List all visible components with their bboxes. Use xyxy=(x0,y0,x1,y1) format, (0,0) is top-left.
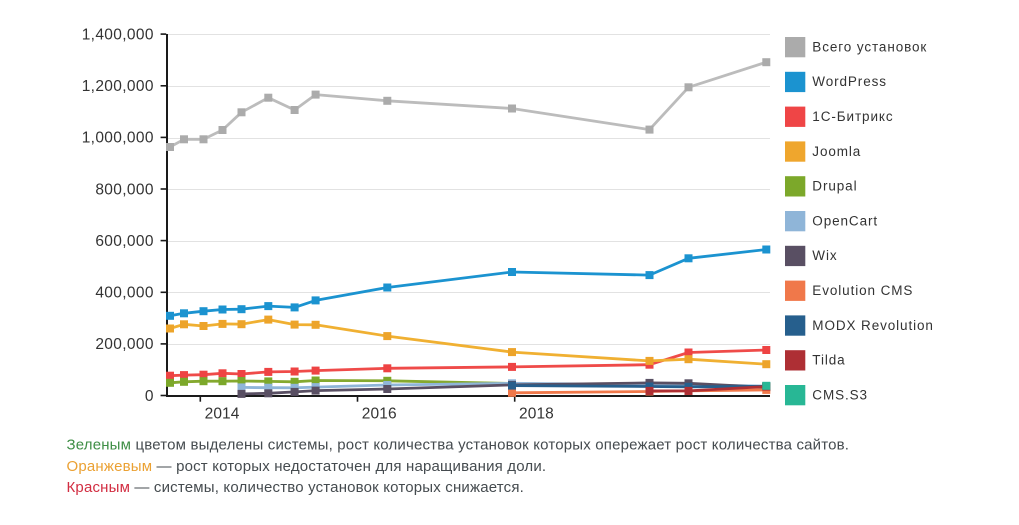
svg-text:Красным — системы, количество: Красным — системы, количество установок … xyxy=(67,479,524,496)
svg-text:WordPress: WordPress xyxy=(812,74,887,89)
svg-text:Drupal: Drupal xyxy=(812,179,857,194)
svg-text:MODX Revolution: MODX Revolution xyxy=(812,318,934,333)
svg-text:OpenCart: OpenCart xyxy=(812,213,878,228)
svg-text:Wix: Wix xyxy=(812,248,837,263)
svg-text:CMS.S3: CMS.S3 xyxy=(812,387,868,402)
svg-text:Tilda: Tilda xyxy=(812,353,845,368)
svg-text:1,200,000: 1,200,000 xyxy=(82,78,154,95)
svg-text:Зеленым цветом выделены систем: Зеленым цветом выделены системы, рост ко… xyxy=(67,437,850,454)
svg-text:Joomla: Joomla xyxy=(812,144,861,159)
svg-text:400,000: 400,000 xyxy=(95,285,154,302)
svg-text:600,000: 600,000 xyxy=(95,233,154,250)
svg-text:2016: 2016 xyxy=(362,406,397,423)
svg-text:Всего установок: Всего установок xyxy=(812,39,927,54)
svg-text:1,400,000: 1,400,000 xyxy=(82,26,154,43)
svg-text:1С-Битрикс: 1С-Битрикс xyxy=(812,109,893,124)
svg-text:200,000: 200,000 xyxy=(95,336,154,353)
svg-text:2014: 2014 xyxy=(205,406,240,423)
svg-text:Evolution CMS: Evolution CMS xyxy=(812,283,913,298)
svg-text:Оранжевым — рост которых недос: Оранжевым — рост которых недостаточен дл… xyxy=(67,458,547,475)
svg-text:0: 0 xyxy=(145,388,154,405)
svg-text:2018: 2018 xyxy=(519,406,554,423)
svg-text:800,000: 800,000 xyxy=(95,181,154,198)
svg-text:1,000,000: 1,000,000 xyxy=(82,130,154,147)
